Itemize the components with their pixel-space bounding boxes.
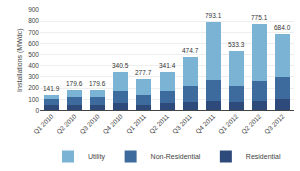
svg-text:179.6: 179.6 xyxy=(66,80,83,87)
svg-text:533.3: 533.3 xyxy=(228,41,245,48)
svg-text:684.0: 684.0 xyxy=(274,24,291,31)
svg-text:Q2 2012: Q2 2012 xyxy=(240,112,264,136)
svg-text:Q4 2011: Q4 2011 xyxy=(194,112,217,135)
svg-text:Q3 2011: Q3 2011 xyxy=(171,112,194,135)
svg-text:Q1 2012: Q1 2012 xyxy=(217,112,241,136)
svg-text:Q1 2011: Q1 2011 xyxy=(125,112,148,135)
svg-text:Q2 2010: Q2 2010 xyxy=(55,112,79,136)
svg-text:Q3 2012: Q3 2012 xyxy=(263,112,287,136)
svg-text:179.6: 179.6 xyxy=(89,80,106,87)
svg-text:200: 200 xyxy=(28,84,39,91)
svg-text:Residential: Residential xyxy=(246,153,281,160)
svg-text:341.4: 341.4 xyxy=(159,62,176,69)
svg-text:Q4 2010: Q4 2010 xyxy=(101,112,125,136)
svg-text:474.7: 474.7 xyxy=(182,47,199,54)
svg-text:100: 100 xyxy=(28,96,39,103)
svg-text:Q2 2011: Q2 2011 xyxy=(148,112,171,135)
svg-text:700: 700 xyxy=(28,29,39,36)
svg-text:500: 500 xyxy=(28,51,39,58)
svg-text:300: 300 xyxy=(28,73,39,80)
svg-text:Q3 2010: Q3 2010 xyxy=(78,112,102,136)
svg-text:Utility: Utility xyxy=(88,153,106,161)
svg-text:0: 0 xyxy=(35,107,39,114)
svg-text:Installations (MWdc): Installations (MWdc) xyxy=(16,28,24,91)
svg-text:900: 900 xyxy=(28,6,39,13)
svg-text:141.9: 141.9 xyxy=(43,85,60,92)
svg-text:340.5: 340.5 xyxy=(112,62,129,69)
svg-text:400: 400 xyxy=(28,62,39,69)
svg-text:277.7: 277.7 xyxy=(135,69,152,76)
svg-text:Non-Residential: Non-Residential xyxy=(151,153,201,160)
svg-text:793.1: 793.1 xyxy=(205,12,222,19)
svg-text:Q1 2010: Q1 2010 xyxy=(32,112,56,136)
svg-text:800: 800 xyxy=(28,17,39,24)
svg-text:775.1: 775.1 xyxy=(251,14,268,21)
svg-text:600: 600 xyxy=(28,40,39,47)
